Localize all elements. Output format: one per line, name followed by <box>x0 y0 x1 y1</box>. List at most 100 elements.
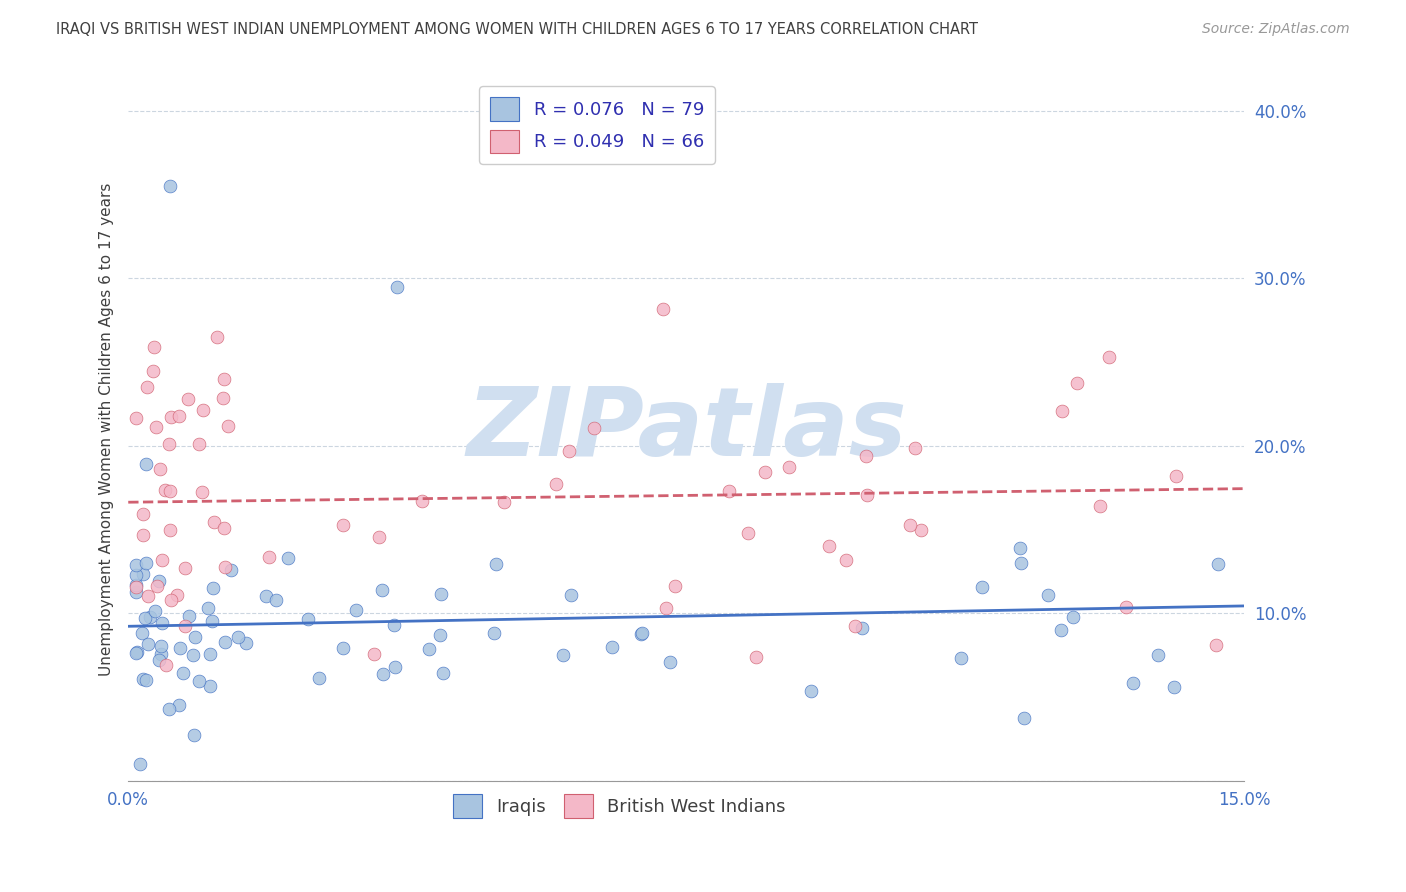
Point <box>142 363 165 377</box>
Point <box>485 557 508 571</box>
Point <box>183 728 205 742</box>
Point <box>132 672 155 686</box>
Point <box>127 645 149 659</box>
Point <box>382 617 405 632</box>
Point <box>1122 676 1144 690</box>
Point <box>131 507 153 521</box>
Point <box>254 589 277 603</box>
Point <box>1164 469 1187 483</box>
Point <box>200 679 222 693</box>
Point <box>226 631 249 645</box>
Point <box>167 409 190 423</box>
Point <box>173 618 195 632</box>
Point <box>125 410 148 425</box>
Point <box>363 647 385 661</box>
Point <box>898 518 921 533</box>
Legend: Iraqis, British West Indians: Iraqis, British West Indians <box>446 787 793 825</box>
Point <box>131 625 153 640</box>
Point <box>167 698 190 712</box>
Point <box>135 457 157 471</box>
Point <box>652 301 675 316</box>
Point <box>214 635 236 649</box>
Point <box>159 593 181 607</box>
Point <box>778 459 800 474</box>
Point <box>1050 404 1073 418</box>
Point <box>217 419 239 434</box>
Point <box>1147 648 1170 663</box>
Point <box>1010 556 1032 570</box>
Point <box>132 528 155 542</box>
Point <box>754 466 776 480</box>
Point <box>834 553 856 567</box>
Point <box>212 372 235 386</box>
Point <box>851 622 873 636</box>
Point <box>166 588 188 602</box>
Point <box>600 640 623 654</box>
Point <box>125 558 148 572</box>
Point <box>818 539 841 553</box>
Point <box>718 484 741 499</box>
Point <box>551 648 574 662</box>
Point <box>157 436 180 450</box>
Point <box>277 551 299 566</box>
Point <box>191 485 214 500</box>
Point <box>308 671 330 685</box>
Point <box>155 483 177 497</box>
Point <box>855 449 877 463</box>
Point <box>145 420 167 434</box>
Point <box>1062 609 1084 624</box>
Point <box>737 526 759 541</box>
Text: Source: ZipAtlas.com: Source: ZipAtlas.com <box>1202 22 1350 37</box>
Point <box>149 640 172 654</box>
Point <box>135 673 157 687</box>
Point <box>558 444 581 458</box>
Point <box>1012 711 1035 725</box>
Point <box>371 666 394 681</box>
Point <box>136 589 159 603</box>
Point <box>173 560 195 574</box>
Point <box>904 441 927 455</box>
Text: ZIPatlas: ZIPatlas <box>465 383 907 475</box>
Point <box>800 684 823 698</box>
Point <box>136 637 159 651</box>
Point <box>211 391 233 405</box>
Point <box>371 582 394 597</box>
Point <box>134 611 156 625</box>
Point <box>546 476 568 491</box>
Point <box>654 601 676 615</box>
Point <box>631 626 654 640</box>
Point <box>150 615 173 630</box>
Point <box>159 523 181 537</box>
Point <box>332 518 354 533</box>
Point <box>385 280 408 294</box>
Point <box>582 421 605 435</box>
Point <box>235 635 257 649</box>
Point <box>1066 376 1088 391</box>
Point <box>1115 600 1137 615</box>
Point <box>910 523 932 537</box>
Point <box>494 495 516 509</box>
Point <box>149 647 172 661</box>
Point <box>148 574 170 589</box>
Point <box>429 627 451 641</box>
Point <box>197 601 219 615</box>
Point <box>205 330 228 344</box>
Point <box>1038 588 1060 602</box>
Point <box>201 614 224 628</box>
Point <box>187 673 209 688</box>
Point <box>132 567 155 582</box>
Text: IRAQI VS BRITISH WEST INDIAN UNEMPLOYMENT AMONG WOMEN WITH CHILDREN AGES 6 TO 17: IRAQI VS BRITISH WEST INDIAN UNEMPLOYMEN… <box>56 22 979 37</box>
Point <box>1206 557 1229 571</box>
Point <box>1163 681 1185 695</box>
Point <box>125 580 148 594</box>
Point <box>177 392 200 406</box>
Point <box>160 409 183 424</box>
Point <box>659 656 682 670</box>
Point <box>257 549 280 564</box>
Point <box>1205 638 1227 652</box>
Point <box>202 515 225 529</box>
Point <box>135 556 157 570</box>
Point <box>138 609 160 624</box>
Point <box>143 340 166 354</box>
Point <box>264 592 287 607</box>
